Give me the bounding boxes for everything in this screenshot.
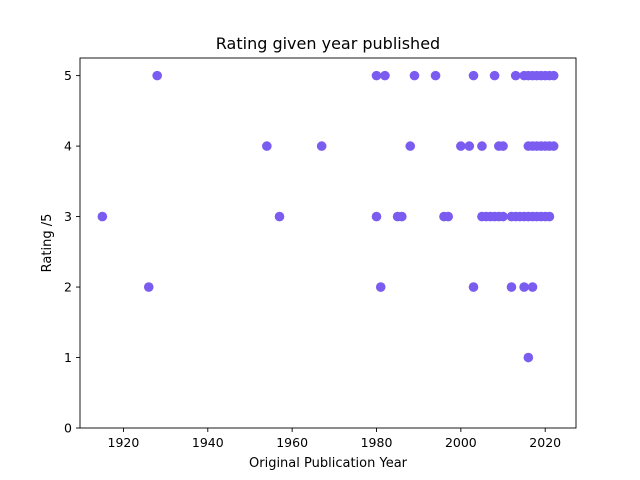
data-point-19 (468, 70, 479, 81)
y-tick-label-0: 0 (64, 421, 72, 436)
y-tick-label-2: 2 (64, 280, 72, 295)
data-point-17 (456, 141, 466, 151)
plot-area-frame (79, 57, 577, 429)
y-tick-label-1: 1 (64, 350, 72, 365)
x-tick-label-2000: 2000 (445, 435, 477, 450)
x-axis-ticks: 1920 1940 1960 1980 2000 2020 (108, 428, 561, 450)
data-point-12 (405, 141, 416, 151)
data-point-29 (498, 141, 508, 151)
data-point-18 (464, 141, 475, 151)
x-tick-label-2020: 2020 (529, 435, 561, 450)
x-tick-label-1920: 1920 (108, 435, 140, 450)
data-point-60 (548, 141, 559, 151)
x-tick-label-1940: 1940 (192, 435, 224, 450)
x-tick-label-1960: 1960 (276, 435, 308, 450)
data-point-20 (468, 282, 479, 292)
data-point-46 (527, 282, 538, 292)
data-points (97, 70, 559, 363)
x-axis-label: Original Publication Year (249, 456, 408, 471)
data-point-25 (489, 70, 500, 81)
y-axis-ticks: 0 1 2 3 4 5 (64, 68, 80, 436)
y-tick-label-4: 4 (64, 139, 72, 154)
data-point-1 (143, 282, 154, 292)
chart-title: Rating given year published (216, 34, 440, 53)
y-tick-label-3: 3 (64, 209, 72, 224)
data-point-21 (477, 141, 487, 151)
data-point-5 (316, 141, 327, 151)
data-point-8 (375, 282, 386, 292)
data-point-14 (430, 70, 441, 81)
data-point-0 (97, 211, 108, 222)
data-point-11 (397, 211, 407, 222)
data-point-30 (498, 211, 508, 222)
data-point-9 (380, 70, 390, 81)
data-point-13 (409, 70, 420, 81)
data-point-58 (544, 211, 555, 222)
data-point-59 (548, 70, 559, 81)
data-point-16 (443, 211, 454, 222)
x-tick-label-1980: 1980 (361, 435, 393, 450)
data-point-42 (523, 352, 534, 363)
data-point-3 (262, 141, 272, 151)
y-tick-label-5: 5 (64, 68, 72, 83)
data-point-32 (506, 282, 517, 292)
data-point-4 (274, 211, 285, 222)
data-point-6 (371, 70, 382, 81)
data-point-2 (152, 70, 162, 81)
data-point-33 (510, 70, 521, 81)
data-point-7 (371, 211, 382, 222)
data-point-38 (519, 282, 529, 292)
y-axis-label: Rating /5 (40, 214, 55, 273)
